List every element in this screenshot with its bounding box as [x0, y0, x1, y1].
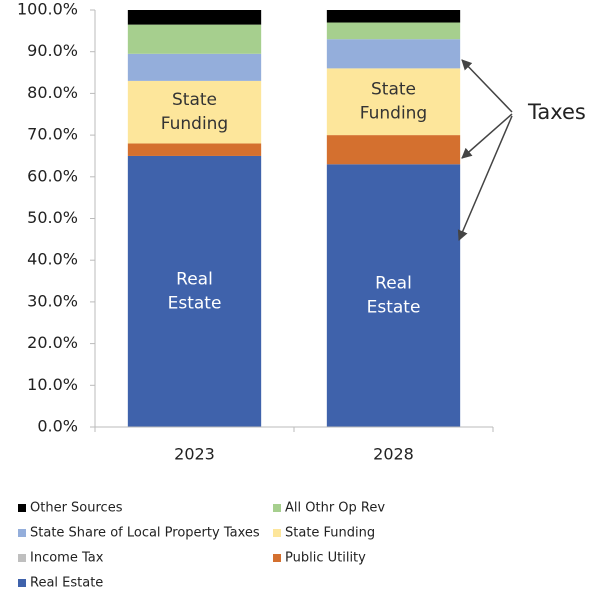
annotation: Taxes — [527, 100, 586, 124]
x-tick-label: 2028 — [373, 445, 414, 464]
annotation-arrows — [457, 59, 513, 241]
y-tick-label: 70.0% — [27, 125, 78, 144]
y-tick-label: 60.0% — [27, 166, 78, 185]
legend-label: Public Utility — [285, 551, 366, 566]
bar-segment — [326, 135, 461, 165]
legend-swatch — [273, 504, 281, 512]
legend-label: State Share of Local Property Taxes — [30, 526, 260, 541]
legend-swatch — [18, 579, 26, 587]
bar-segment — [127, 24, 262, 54]
bar-segment — [127, 155, 262, 427]
y-tick-label: 30.0% — [27, 291, 78, 310]
segment-label: State Funding — [360, 80, 427, 124]
legend-label: Income Tax — [30, 551, 104, 566]
y-tick-label: 40.0% — [27, 250, 78, 269]
legend-swatch — [18, 529, 26, 537]
legend-label: All Othr Op Rev — [285, 501, 385, 516]
legend-label: State Funding — [285, 526, 375, 541]
legend-label: Real Estate — [30, 576, 103, 591]
bar-segment — [326, 10, 461, 23]
segment-label: State Funding — [161, 90, 228, 134]
y-tick-label: 90.0% — [27, 41, 78, 60]
segment-label: Real Estate — [367, 274, 421, 318]
bar-segment — [127, 80, 262, 144]
x-tick-label: 2023 — [174, 445, 215, 464]
y-tick-label: 100.0% — [17, 0, 78, 19]
bar-segment — [326, 39, 461, 69]
bar-segment — [326, 22, 461, 40]
bar-segment — [127, 53, 262, 81]
plot: 0.0% 10.0% 20.0% 30.0% 40.0% 50.0% 60.0% 70.0% 8… — [17, 0, 494, 591]
legend-label: Other Sources — [30, 501, 123, 516]
y-tick-label: 0.0% — [37, 417, 78, 436]
y-tick-label: 50.0% — [27, 208, 78, 227]
y-tick-label: 80.0% — [27, 83, 78, 102]
bar-segment — [326, 164, 461, 428]
bar-segment — [326, 68, 461, 136]
bar-segment — [127, 10, 262, 25]
y-tick-label: 20.0% — [27, 333, 78, 352]
segment-label: Real Estate — [168, 269, 222, 313]
legend-swatch — [18, 504, 26, 512]
legend-swatch — [273, 529, 281, 537]
legend-swatch — [18, 554, 26, 562]
bar-segment — [127, 143, 262, 156]
y-tick-label: 10.0% — [27, 375, 78, 394]
legend-swatch — [273, 554, 281, 562]
